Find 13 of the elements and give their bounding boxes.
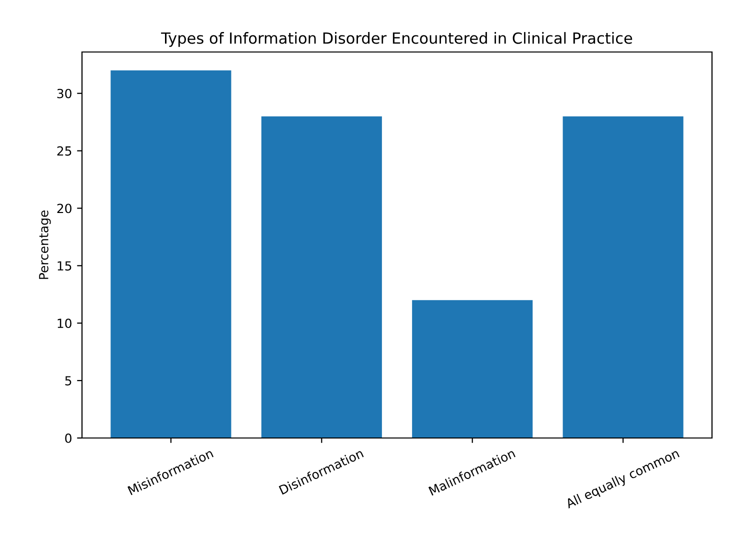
y-tick-label: 15 (58, 261, 72, 271)
bar (110, 70, 232, 438)
y-tick-label: 30 (57, 88, 72, 98)
y-tick-label: 0 (65, 433, 72, 443)
y-tick-label: 10 (58, 318, 72, 328)
y-axis-title: Percentage (39, 210, 51, 279)
y-tick-label: 5 (65, 376, 72, 386)
y-tick-label: 25 (57, 146, 72, 156)
bar (261, 116, 382, 438)
chart-title: Types of Information Disorder Encountered in Clinical Practice (161, 32, 632, 47)
bar (562, 116, 684, 438)
y-tick-label: 20 (57, 204, 72, 214)
bar (412, 300, 533, 438)
